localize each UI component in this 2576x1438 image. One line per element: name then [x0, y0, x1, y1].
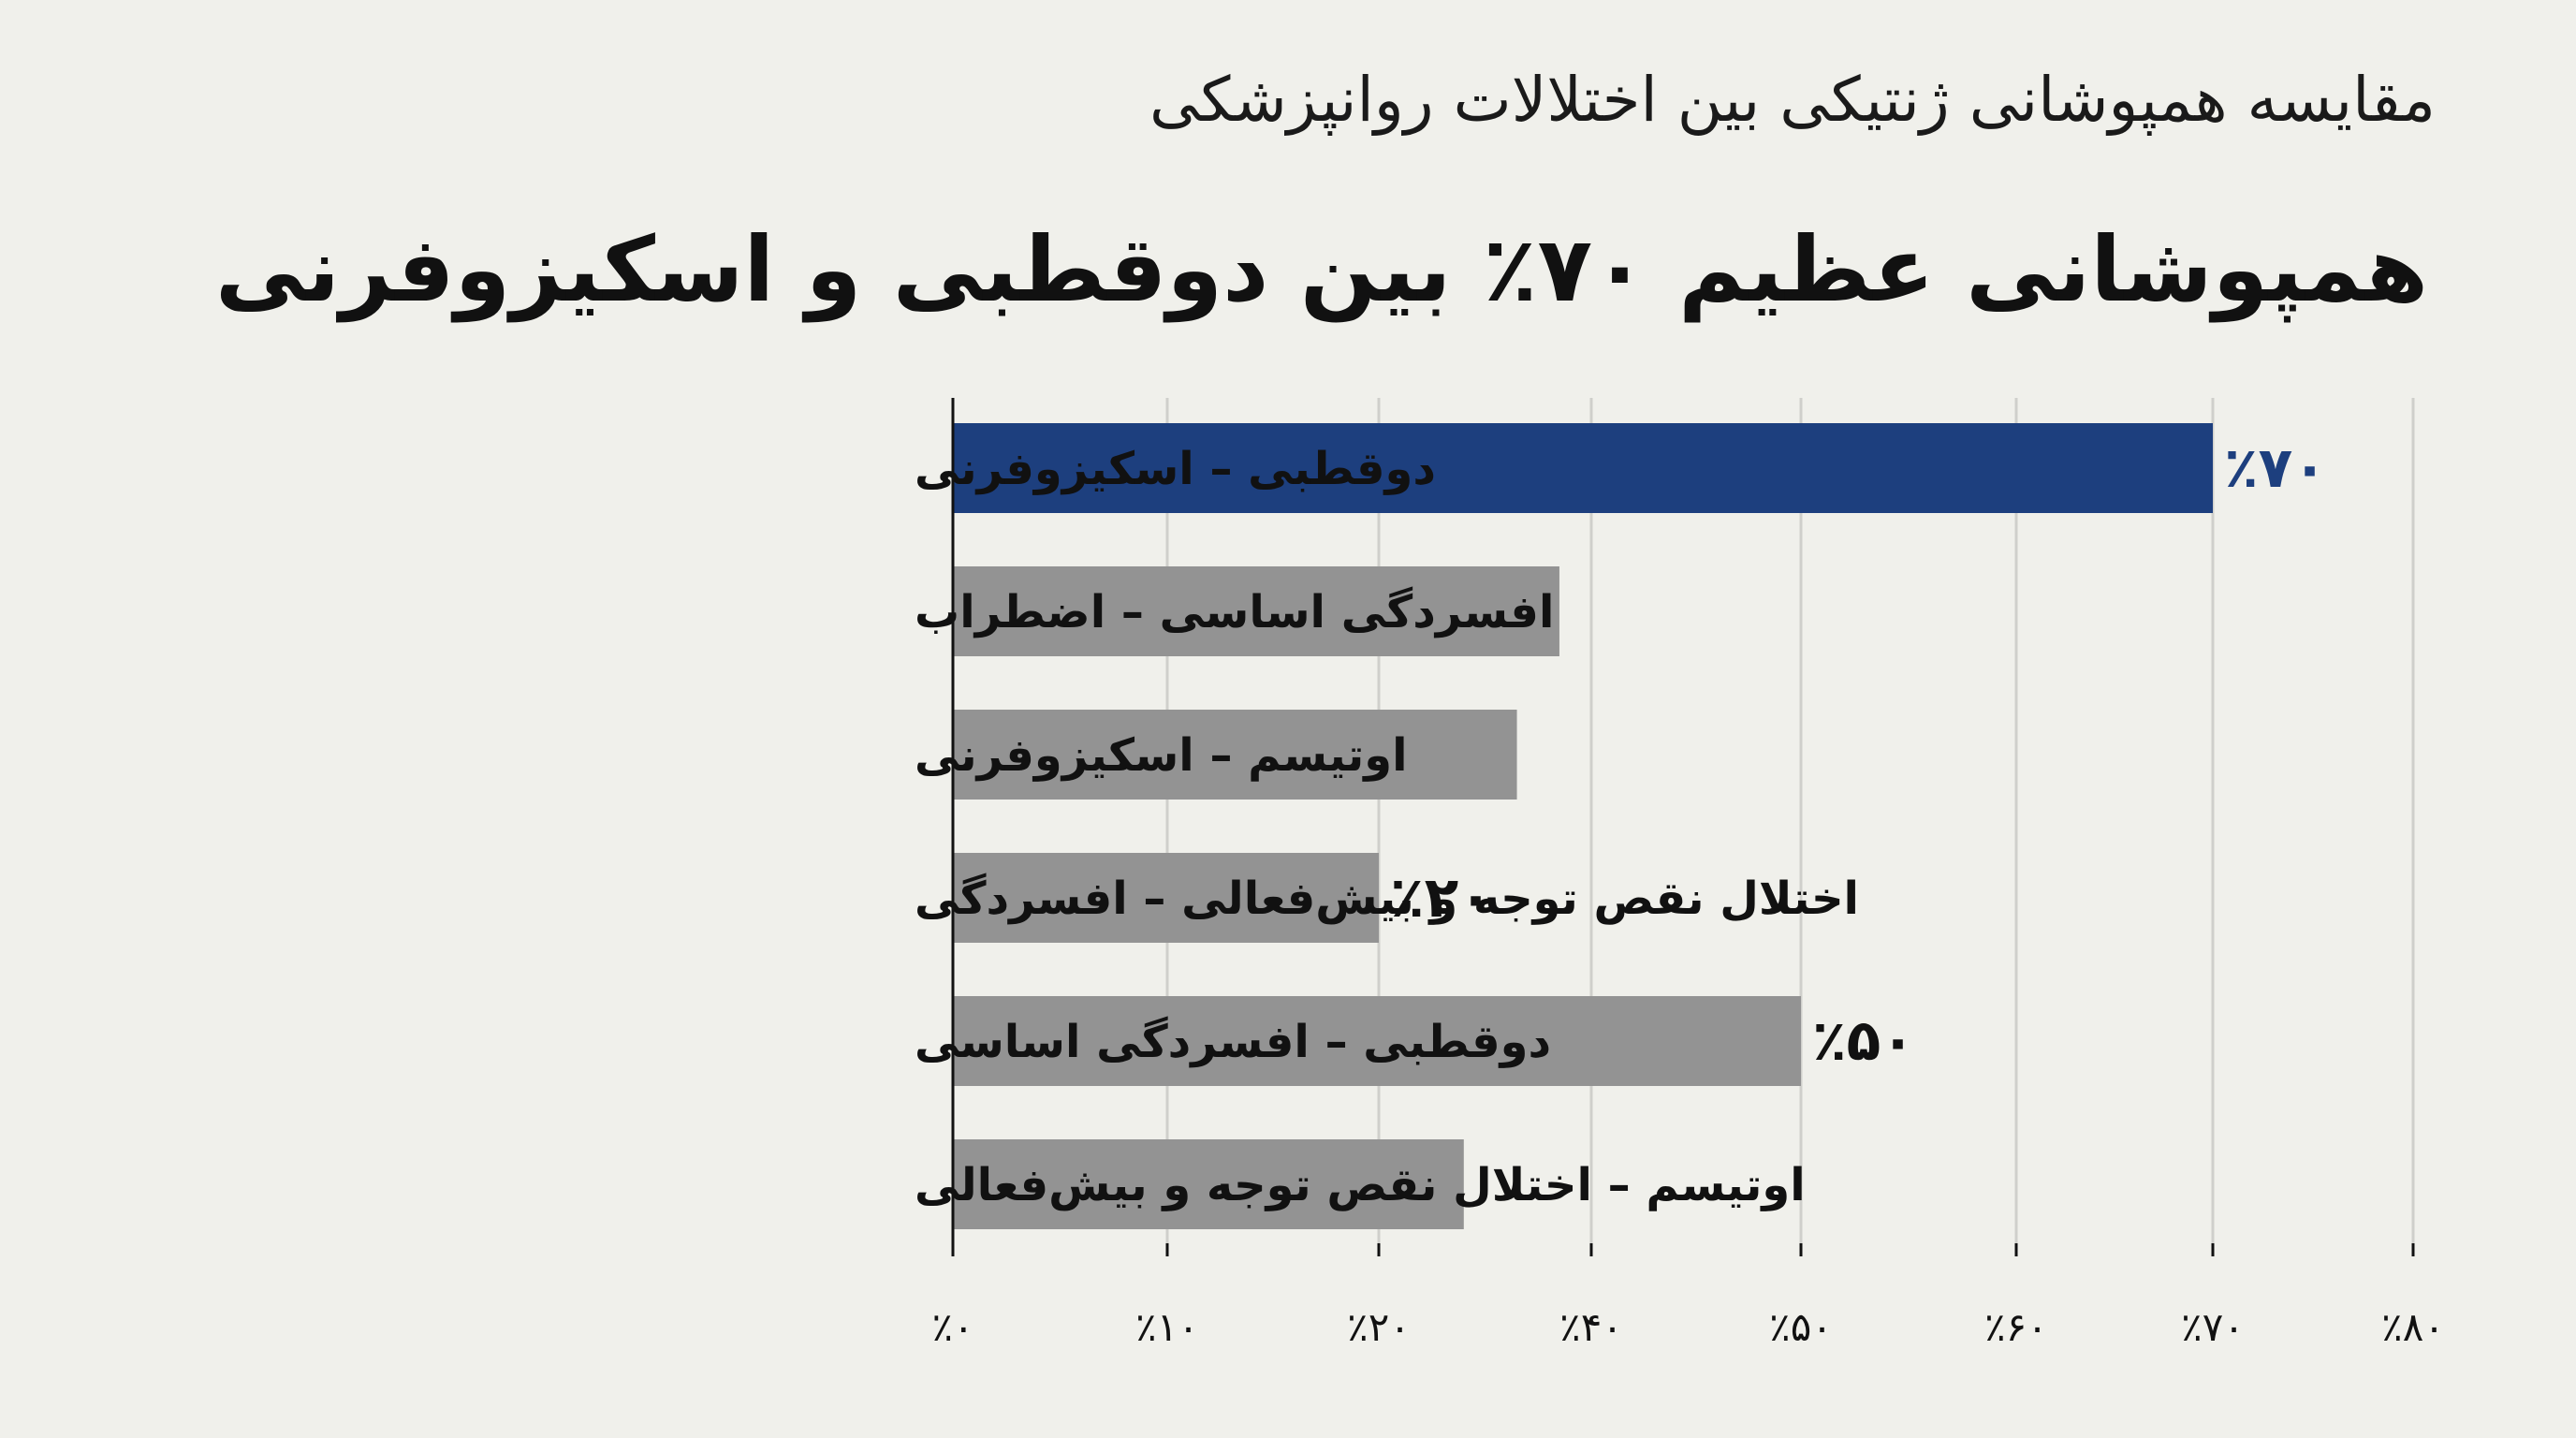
tick-label: ٪۱۰	[1135, 1304, 1199, 1350]
tick-label: ٪۷۰	[2181, 1304, 2245, 1350]
category-label: افسردگی اساسی – اضطراب	[915, 586, 1554, 638]
tick-label: ٪۶۰	[1984, 1304, 2048, 1350]
tick-label: ٪۲۰	[1347, 1304, 1411, 1350]
value-label: ٪۷۰	[2224, 435, 2327, 501]
category-label: دوقطبی – افسردگی اساسی	[915, 1016, 1551, 1068]
bar	[953, 1139, 1464, 1229]
chart-title: همپوشانی عظیم ۷۰٪ بین دوقطبی و اسکیزوفرن…	[214, 217, 2428, 322]
chart-subtitle: مقایسه همپوشانی ژنتیکی بین اختلالات روان…	[1149, 64, 2436, 136]
bar	[953, 423, 2213, 513]
value-label: ٪۲۰	[1390, 865, 1493, 931]
bar	[953, 996, 1801, 1086]
tick-label: ٪۵۰	[1769, 1304, 1833, 1350]
bar	[953, 853, 1379, 943]
bar	[953, 566, 1559, 656]
category-label: اوتیسم – اسکیزوفرنی	[915, 729, 1408, 782]
x-axis-ticks: ٪۰ ٪۱۰ ٪۲۰ ٪۴۰ ٪۵۰ ٪۶۰ ٪۷۰ ٪۸۰	[931, 1243, 2445, 1350]
tick-label: ٪۸۰	[2381, 1304, 2445, 1350]
value-label: ٪۵۰	[1812, 1008, 1915, 1074]
category-label: اختلال نقص توجه و بیش‌فعالی – افسردگی	[915, 873, 1859, 925]
category-label: اوتیسم – اختلال نقص توجه و بیش‌فعالی	[915, 1159, 1806, 1211]
tick-label: ٪۰	[931, 1304, 973, 1350]
bar	[953, 710, 1517, 800]
bars	[953, 423, 2213, 1229]
category-label: دوقطبی – اسکیزوفرنی	[915, 443, 1436, 495]
value-labels: ٪۷۰ ٪۲۰ ٪۵۰	[1390, 435, 2327, 1074]
grid-lines	[1165, 398, 2415, 1243]
category-labels: دوقطبی – اسکیزوفرنی افسردگی اساسی – اضطرا…	[915, 443, 1859, 1211]
tick-label: ٪۴۰	[1559, 1304, 1623, 1350]
